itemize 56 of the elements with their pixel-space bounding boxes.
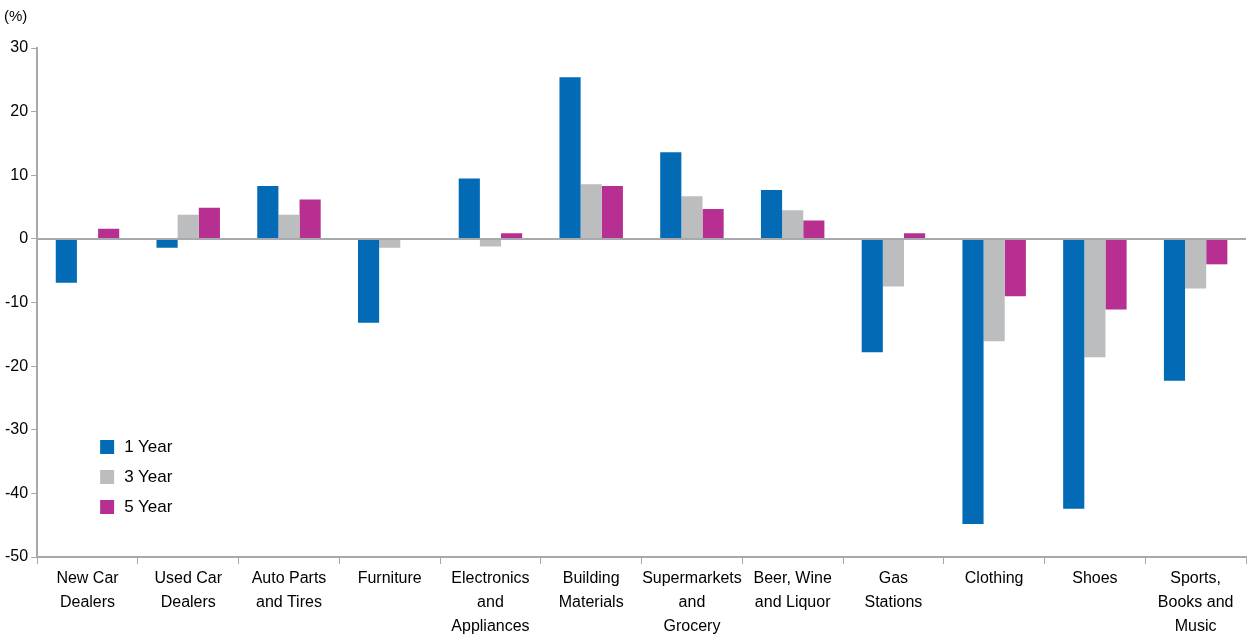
y-tick-label: 30	[10, 38, 29, 56]
bar	[760, 189, 783, 239]
bar	[278, 214, 300, 239]
bar	[803, 220, 825, 239]
bar	[1185, 239, 1207, 289]
x-tick-label: Sports, Books and Music	[1157, 569, 1234, 635]
bar	[357, 239, 380, 323]
y-tick-label: -10	[5, 292, 29, 310]
y-tick-label: 10	[10, 165, 29, 183]
bar	[1105, 239, 1127, 310]
x-tick-label: Furniture	[357, 569, 422, 587]
bar	[257, 186, 279, 239]
x-tick-label: Beer, Wine and Liquor	[753, 569, 832, 611]
bar	[580, 184, 602, 239]
bar	[702, 208, 724, 239]
bar	[1004, 239, 1026, 297]
bar	[601, 186, 623, 239]
bar	[98, 228, 120, 239]
y-tick-label: -40	[5, 483, 29, 501]
x-tick-label: Auto Parts and Tires	[251, 569, 327, 611]
bar	[1206, 239, 1228, 265]
bar	[903, 233, 926, 239]
legend-label: 5 Year	[124, 496, 173, 516]
bar	[983, 239, 1005, 342]
bar	[198, 207, 220, 239]
x-tick-label: Electronics and Appliances	[451, 569, 530, 635]
y-tick-label: -50	[5, 547, 29, 565]
bar	[458, 178, 480, 239]
bar	[962, 239, 984, 524]
bar	[299, 199, 321, 239]
legend-label: 3 Year	[124, 466, 173, 486]
y-tick-label: 0	[19, 229, 29, 247]
bar	[681, 196, 703, 239]
y-axis-title: (%)	[4, 7, 28, 25]
bar	[861, 239, 883, 353]
bar	[660, 152, 682, 239]
y-tick-label: -20	[5, 356, 29, 374]
bar	[55, 239, 77, 283]
y-tick-label: 20	[10, 102, 29, 120]
bar	[782, 210, 804, 239]
x-tick-label: Used Car Dealers	[154, 569, 223, 611]
x-tick-label: Supermarkets and Grocery	[642, 569, 742, 635]
x-tick-label: Gas Stations	[864, 569, 923, 611]
bar	[1063, 239, 1085, 509]
x-tick-label: New Car Dealers	[56, 569, 120, 611]
bar	[1084, 239, 1106, 358]
x-tick-label: Building Materials	[558, 569, 624, 611]
bar	[882, 239, 904, 287]
bar	[559, 77, 581, 239]
y-tick-label: -30	[5, 420, 29, 438]
bar	[177, 214, 199, 239]
bar	[501, 233, 523, 239]
x-tick-label: Shoes	[1072, 569, 1118, 587]
x-tick-label: Clothing	[964, 569, 1024, 587]
legend-label: 1 Year	[124, 436, 173, 456]
bar	[1163, 239, 1186, 381]
